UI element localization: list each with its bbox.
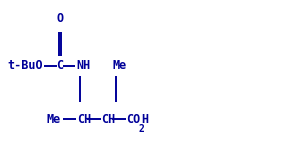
Text: C: C (56, 59, 63, 72)
Text: O: O (57, 12, 64, 25)
Text: H: H (141, 113, 148, 126)
Text: CH: CH (101, 113, 116, 126)
Text: Me: Me (47, 113, 61, 126)
Text: 2: 2 (138, 124, 144, 134)
Text: NH: NH (76, 59, 90, 72)
Text: Me: Me (112, 59, 127, 72)
Text: CO: CO (127, 113, 141, 126)
Text: t-BuO: t-BuO (7, 59, 43, 72)
Text: CH: CH (77, 113, 91, 126)
